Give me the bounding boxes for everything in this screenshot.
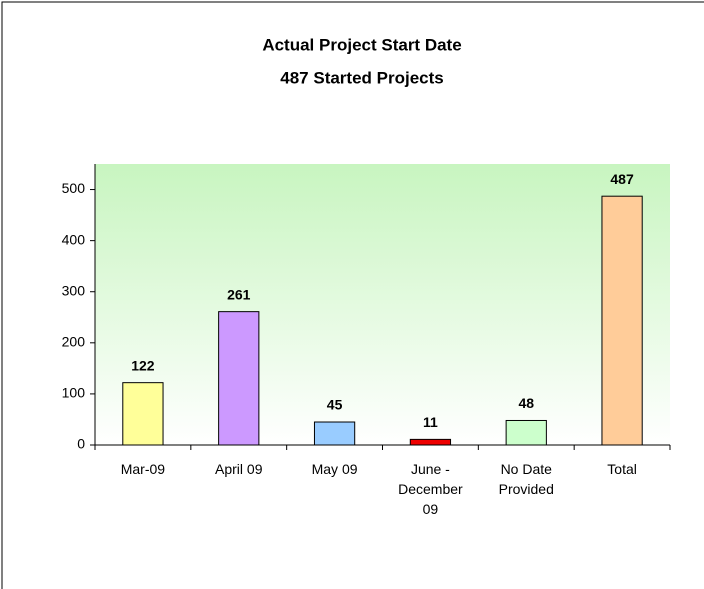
x-tick-label: Total <box>607 461 637 477</box>
data-label: 122 <box>131 357 155 373</box>
plot-area <box>95 164 670 445</box>
chart-subtitle: 487 Started Projects <box>280 68 443 87</box>
bar <box>505 419 547 446</box>
data-label: 45 <box>327 397 343 413</box>
data-label: 11 <box>423 414 438 430</box>
x-tick-label: No Date Provided <box>498 461 554 497</box>
x-tick-label: April 09 <box>215 461 263 477</box>
y-tick-label: 500 <box>62 180 86 196</box>
y-tick-label: 200 <box>62 334 86 350</box>
bar <box>218 311 260 446</box>
bar <box>313 421 356 446</box>
x-tick-label: Mar-09 <box>120 461 166 477</box>
x-tick-label: June - December 09 <box>398 461 463 517</box>
chart-title: Actual Project Start Date <box>262 35 461 54</box>
data-label: 261 <box>227 286 251 302</box>
bar <box>601 195 643 446</box>
bar <box>409 438 452 446</box>
bar <box>122 382 164 446</box>
data-label: 48 <box>518 395 534 411</box>
data-label: 487 <box>610 171 634 187</box>
y-tick-label: 100 <box>62 385 86 401</box>
x-tick-label: May 09 <box>311 461 358 477</box>
y-tick-label: 300 <box>62 282 86 298</box>
y-tick-label: 0 <box>77 436 85 452</box>
y-tick-label: 400 <box>62 231 86 247</box>
